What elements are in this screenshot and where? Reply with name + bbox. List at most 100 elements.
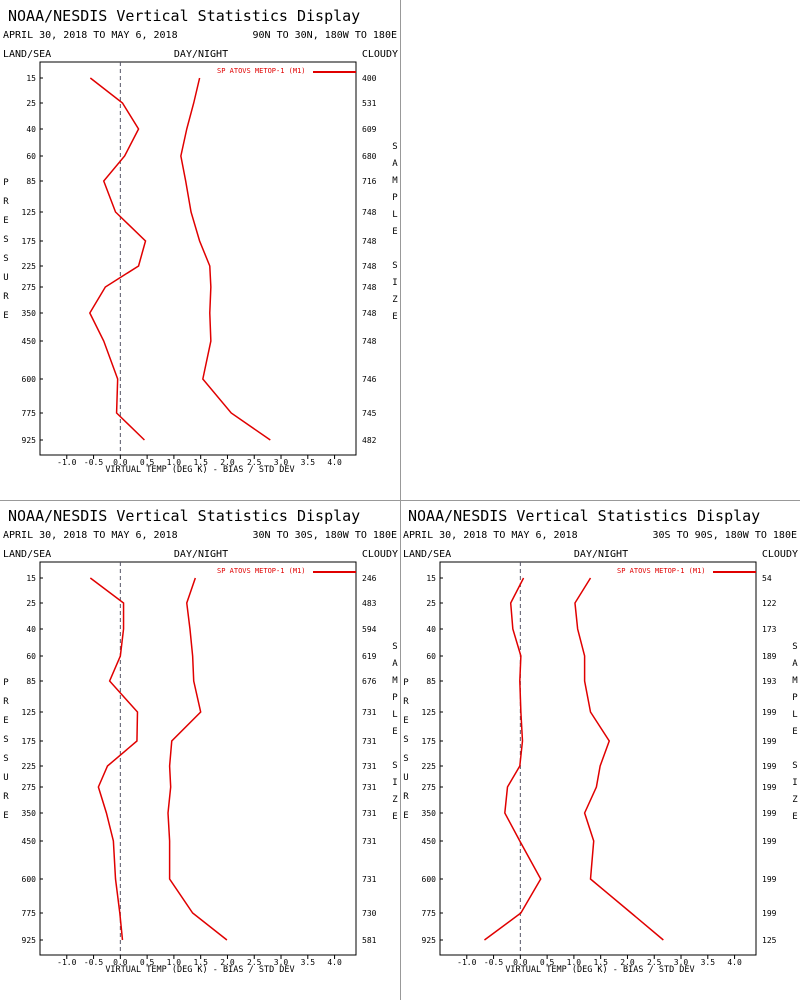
x-tick-label: 3.0 xyxy=(674,958,689,967)
land-sea: LAND/SEA xyxy=(3,549,51,560)
sample-size-label: 199 xyxy=(762,837,777,846)
sample-size-label: 748 xyxy=(362,337,377,346)
sample-size-label: 199 xyxy=(762,875,777,884)
x-tick-label: 2.5 xyxy=(647,958,662,967)
pressure-label: 775 xyxy=(422,909,437,918)
y2-axis-label: SAMPLE SIZE xyxy=(390,642,400,829)
x-tick-label: 1.0 xyxy=(167,958,182,967)
chart-panel: NOAA/NESDIS Vertical Statistics Display A… xyxy=(1,507,400,975)
sample-size-label: 199 xyxy=(762,762,777,771)
sample-size-label: 748 xyxy=(362,283,377,292)
pressure-label: 275 xyxy=(22,783,37,792)
bias-line xyxy=(88,77,147,441)
pressure-label: 40 xyxy=(26,625,36,634)
chart-panel: NOAA/NESDIS Vertical Statistics Display A… xyxy=(401,507,800,975)
sample-size-label: 746 xyxy=(362,375,377,384)
sample-size-label: 54 xyxy=(762,574,772,583)
region: 90N TO 30N, 180W TO 180E xyxy=(253,30,398,41)
pressure-label: 350 xyxy=(22,309,37,318)
sample-size-label: 193 xyxy=(762,677,777,686)
sample-size-label: 731 xyxy=(362,762,377,771)
cloud: CLOUDY xyxy=(362,549,398,560)
sample-size-label: 748 xyxy=(362,237,377,246)
pressure-label: 275 xyxy=(422,783,437,792)
plot-frame xyxy=(39,561,357,956)
pressure-label: 225 xyxy=(22,262,37,271)
pressure-label: 450 xyxy=(22,337,37,346)
sample-size-label: 731 xyxy=(362,837,377,846)
chart-title: NOAA/NESDIS Vertical Statistics Display xyxy=(8,7,360,25)
sample-size-label: 531 xyxy=(362,99,377,108)
pressure-label: 15 xyxy=(26,574,36,583)
x-tick-label: 1.5 xyxy=(193,958,208,967)
pressure-label: 925 xyxy=(422,936,437,945)
chart-title: NOAA/NESDIS Vertical Statistics Display xyxy=(8,507,360,525)
cloud: CLOUDY xyxy=(362,49,398,60)
pressure-label: 600 xyxy=(422,875,437,884)
pressure-label: 125 xyxy=(422,708,437,717)
x-tick-label: 3.5 xyxy=(301,958,316,967)
sample-size-label: 609 xyxy=(362,125,377,134)
sample-size-label: 199 xyxy=(762,909,777,918)
bias-line xyxy=(484,577,542,941)
sample-size-label: 731 xyxy=(362,708,377,717)
land-sea: LAND/SEA xyxy=(3,49,51,60)
std-dev-line xyxy=(180,77,271,441)
x-tick-label: 0.0 xyxy=(113,958,128,967)
pressure-label: 225 xyxy=(422,762,437,771)
y-axis-label: PRESSURE xyxy=(401,678,411,830)
pressure-label: 85 xyxy=(26,177,36,186)
x-tick-label: -0.5 xyxy=(84,958,103,967)
pressure-label: 225 xyxy=(22,762,37,771)
pressure-label: 60 xyxy=(26,152,36,161)
pressure-label: 60 xyxy=(426,652,436,661)
sample-size-label: 731 xyxy=(362,783,377,792)
pressure-label: 925 xyxy=(22,436,37,445)
sample-size-label: 731 xyxy=(362,737,377,746)
x-tick-label: 0.0 xyxy=(513,958,528,967)
sample-size-label: 400 xyxy=(362,74,377,83)
x-tick-label: 0.5 xyxy=(540,958,555,967)
pressure-label: 60 xyxy=(26,652,36,661)
pressure-label: 925 xyxy=(22,936,37,945)
pressure-label: 15 xyxy=(426,574,436,583)
legend-label: SP ATOVS METOP-1 (M1) xyxy=(217,67,306,75)
sample-size-label: 716 xyxy=(362,177,377,186)
pressure-label: 175 xyxy=(422,737,437,746)
pressure-label: 15 xyxy=(26,74,36,83)
day-night: DAY/NIGHT xyxy=(174,49,228,60)
x-axis-label: VIRTUAL TEMP (DEG K) - BIAS / STD DEV xyxy=(505,965,694,975)
sample-size-label: 246 xyxy=(362,574,377,583)
date-range: APRIL 30, 2018 TO MAY 6, 2018 xyxy=(403,530,578,541)
sample-size-label: 731 xyxy=(362,875,377,884)
region: 30S TO 90S, 180W TO 180E xyxy=(653,530,798,541)
x-tick-label: 1.5 xyxy=(593,958,608,967)
pressure-label: 40 xyxy=(26,125,36,134)
x-tick-label: 3.5 xyxy=(701,958,716,967)
x-tick-label: 2.5 xyxy=(247,458,262,467)
sample-size-label: 594 xyxy=(362,625,377,634)
sample-size-label: 731 xyxy=(362,809,377,818)
sample-size-label: 730 xyxy=(362,909,377,918)
x-tick-label: 0.0 xyxy=(113,458,128,467)
x-tick-label: -1.0 xyxy=(457,958,476,967)
sample-size-label: 199 xyxy=(762,783,777,792)
pressure-label: 600 xyxy=(22,875,37,884)
legend-label: SP ATOVS METOP-1 (M1) xyxy=(617,567,706,575)
pressure-label: 125 xyxy=(22,708,37,717)
sample-size-label: 483 xyxy=(362,599,377,608)
date-range: APRIL 30, 2018 TO MAY 6, 2018 xyxy=(3,530,178,541)
x-tick-label: 1.0 xyxy=(167,458,182,467)
x-tick-label: 1.5 xyxy=(193,458,208,467)
y-axis-label: PRESSURE xyxy=(1,678,11,830)
sample-size-label: 619 xyxy=(362,652,377,661)
std-dev-line xyxy=(167,577,228,941)
x-tick-label: 3.0 xyxy=(274,458,289,467)
sample-size-label: 748 xyxy=(362,208,377,217)
cloud: CLOUDY xyxy=(762,549,798,560)
pressure-label: 600 xyxy=(22,375,37,384)
sample-size-label: 199 xyxy=(762,737,777,746)
sample-size-label: 680 xyxy=(362,152,377,161)
sample-size-label: 748 xyxy=(362,309,377,318)
